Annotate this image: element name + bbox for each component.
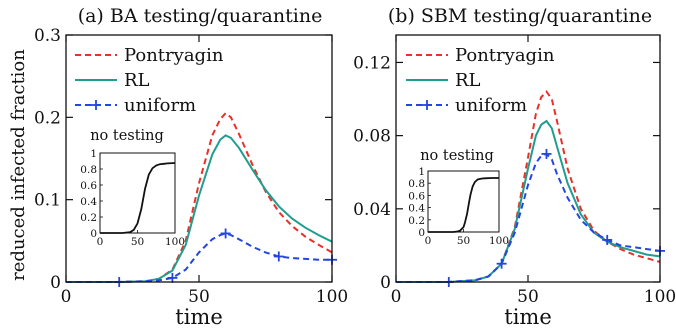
- panel-b-legend-label-rl: RL: [455, 70, 481, 91]
- panel-b-uniform-marker: [496, 258, 507, 269]
- panel-b-inset-y-tick-label: 0.2: [408, 215, 425, 227]
- panel-b-legend-label-uniform: uniform: [455, 95, 527, 116]
- y-axis-label: reduced infected fraction: [8, 49, 29, 281]
- panel-a-inset-y-tick-label: 1: [90, 148, 97, 160]
- panel-a-inset-x-tick-label: 0: [97, 236, 104, 248]
- panel-a-legend-marker-uniform: [91, 100, 101, 110]
- panel-b-y-tick-label: 0: [380, 273, 391, 293]
- panel-b-pontryagin-line: [396, 90, 661, 283]
- panel-a-x-tick-label: 100: [316, 287, 348, 307]
- panel-b-y-tick-label: 0.08: [353, 127, 391, 147]
- panel-b-inset-y-tick-label: 0.8: [408, 178, 425, 190]
- panel-a-inset-title: no testing: [90, 128, 164, 144]
- panel-b-uniform-marker: [541, 148, 552, 159]
- panel-b-inset-x-tick-label: 0: [425, 235, 432, 247]
- panel-a-y-tick-label: 0.1: [34, 191, 61, 211]
- panel-a-uniform-marker: [220, 228, 231, 239]
- panel-a-inset-y-tick-label: 0.8: [80, 164, 97, 176]
- panel-a-inset-y-tick-label: 0.6: [80, 180, 97, 192]
- panel-a-title: (a) BA testing/quarantine: [78, 5, 323, 27]
- panel-a-legend-label-pontryagin: Pontryagin: [124, 45, 224, 66]
- panel-a-x-tick-label: 50: [188, 287, 210, 307]
- panel-b-legend: Pontryagin RL uniform: [406, 45, 555, 116]
- panel-a-y-tick-label: 0.3: [34, 26, 61, 46]
- panel-b-inset-frame: [427, 170, 500, 233]
- panel-a-inset-x-tick-label: 100: [165, 236, 185, 248]
- panel-a: (a) BA testing/quarantine time 0 50 10000.…: [34, 5, 348, 329]
- panel-a-inset-curve: [100, 162, 176, 234]
- panel-b-inset-y-tick-label: 1: [418, 166, 425, 178]
- panel-a-inset-y-tick-label: 0.4: [80, 196, 97, 208]
- panel-a-legend: Pontryagin RL uniform: [75, 45, 224, 116]
- panel-b-legend-label-pontryagin: Pontryagin: [455, 45, 555, 66]
- panel-b-uniform-line: [396, 152, 661, 283]
- panel-a-y-tick-label: 0.2: [34, 108, 61, 128]
- panel-b-uniform-marker: [602, 234, 613, 245]
- panel-a-inset-y-tick-label: 0: [90, 228, 97, 240]
- panel-b-rl-line: [396, 119, 661, 283]
- panel-a-inset-y-tick-label: 0.2: [80, 212, 97, 224]
- panel-b-legend-marker-uniform: [422, 100, 432, 110]
- panel-a-y-tick-label: 0: [50, 273, 61, 293]
- panel-a-inset-x-tick-label: 50: [131, 236, 144, 248]
- panel-a-uniform-marker: [167, 272, 178, 283]
- panel-b-y-tick-label: 0.04: [353, 200, 391, 220]
- panel-b-series: [396, 90, 665, 287]
- panel-b-y-tick-label: 0.12: [353, 53, 391, 73]
- panel-b-x-axis-label: time: [504, 305, 552, 329]
- panel-a-uniform-line: [66, 232, 332, 283]
- panel-b-inset-x-tick-label: 100: [489, 235, 509, 247]
- panel-a-frame: [65, 34, 333, 283]
- panel-b-inset-title: no testing: [420, 148, 494, 164]
- panel-b-frame: [395, 34, 661, 283]
- panel-b-inset-x-tick-label: 50: [457, 235, 470, 247]
- panel-a-x-axis-label: time: [175, 305, 223, 329]
- panel-b-inset-y-tick-label: 0.4: [408, 203, 425, 215]
- panel-b-title: (b) SBM testing/quarantine: [388, 5, 652, 27]
- panel-a-rl-line: [66, 134, 333, 283]
- panel-b-inset-y-tick-label: 0: [418, 227, 425, 239]
- panel-a-legend-label-uniform: uniform: [124, 95, 196, 116]
- panel-b-x-tick-label: 100: [644, 287, 676, 307]
- panel-a-uniform-marker: [273, 251, 284, 262]
- panel-b-inset-y-tick-label: 0.6: [408, 190, 425, 202]
- panel-b-x-tick-label: 50: [517, 287, 539, 307]
- panel-b-inset-curve: [428, 177, 499, 233]
- panel-b-inset: no testing 0 50 100 00.20.40.60.81: [408, 148, 509, 247]
- panel-b: (b) SBM testing/quarantine time 0 50 10000…: [353, 5, 676, 329]
- panel-a-x-tick-label: 0: [61, 287, 72, 307]
- panel-b-x-tick-label: 0: [391, 287, 402, 307]
- panel-a-legend-label-rl: RL: [124, 70, 150, 91]
